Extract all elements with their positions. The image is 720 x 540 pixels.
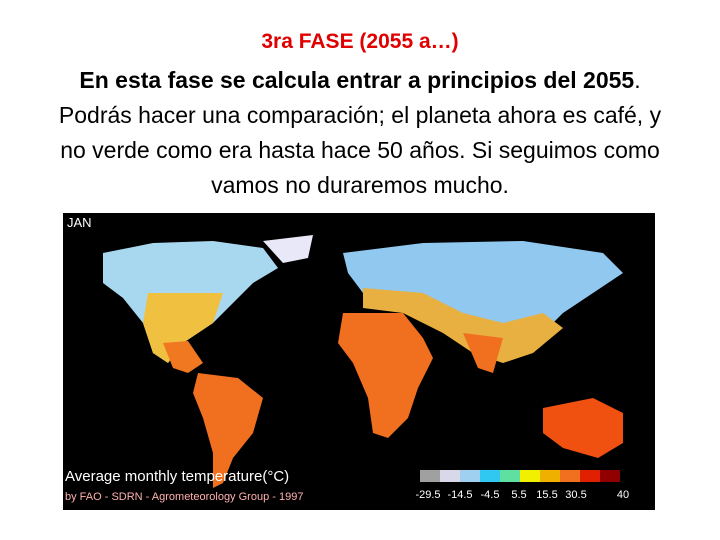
- map-month: JAN: [67, 215, 92, 230]
- scale-swatch: [600, 470, 620, 482]
- australia: [543, 398, 623, 458]
- scale-label: 40: [617, 489, 629, 501]
- color-scale: [420, 470, 620, 482]
- scale-swatch: [480, 470, 500, 482]
- south-america: [193, 373, 263, 488]
- greenland: [263, 235, 313, 263]
- central-america: [163, 341, 203, 373]
- scale-swatch: [420, 470, 440, 482]
- scale-label: -14.5: [447, 489, 472, 501]
- scale-swatch: [440, 470, 460, 482]
- scale-swatch: [580, 470, 600, 482]
- scale-label: 5.5: [511, 489, 526, 501]
- map-caption: Average monthly temperature(°C): [65, 468, 289, 485]
- scale-label: 15.5: [536, 489, 557, 501]
- eurasia: [343, 241, 623, 353]
- temperature-map: JAN Average monthly temperature(°C) by F…: [63, 213, 655, 510]
- scale-label: -29.5: [415, 489, 440, 501]
- asia-south: [363, 288, 563, 363]
- scale-label: 30.5: [565, 489, 586, 501]
- scale-swatch: [460, 470, 480, 482]
- scale-swatch: [560, 470, 580, 482]
- scale-label: -4.5: [481, 489, 500, 501]
- africa: [338, 313, 433, 438]
- india: [463, 333, 503, 373]
- slide-paragraph: En esta fase se calcula entrar a princip…: [50, 63, 670, 203]
- scale-swatch: [540, 470, 560, 482]
- slide-title: 3ra FASE (2055 a…): [261, 30, 459, 53]
- north-america-south: [143, 293, 223, 363]
- scale-swatch: [520, 470, 540, 482]
- paragraph-text: . Podrás hacer una comparación; el plane…: [58, 67, 662, 198]
- map-credit: by FAO - SDRN - Agrometeorology Group - …: [65, 491, 303, 503]
- scale-swatch: [500, 470, 520, 482]
- paragraph-bold: En esta fase se calcula entrar a princip…: [79, 67, 635, 93]
